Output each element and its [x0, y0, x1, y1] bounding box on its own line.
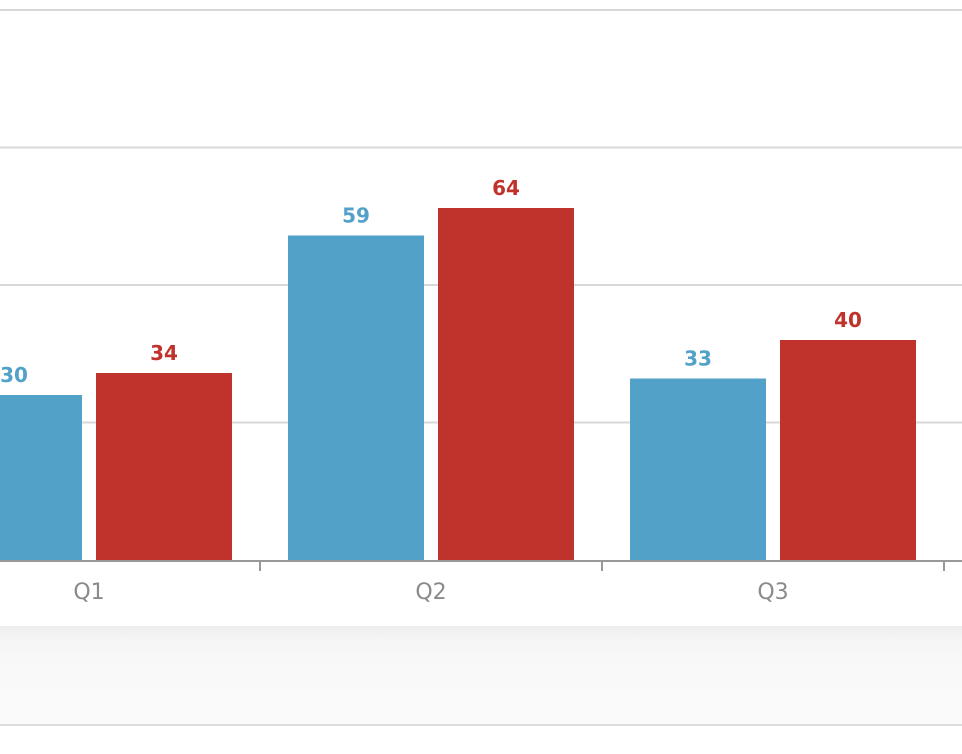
data-label-q3-series-2: 40: [834, 308, 862, 332]
bars: [0, 208, 916, 560]
bar-q1-series-1: [0, 395, 82, 560]
data-label-q3-series-1: 33: [684, 347, 712, 371]
chart-footer-panel: [0, 626, 962, 724]
x-axis: Q1 Q2 Q3: [0, 560, 962, 605]
data-label-q2-series-2: 64: [492, 176, 520, 200]
data-labels: 30 34 59 64 33 40: [0, 176, 862, 387]
bar-q3-series-2: [780, 340, 916, 560]
footer-divider: [0, 724, 962, 726]
bar-q1-series-2: [96, 373, 232, 560]
x-tick-label-q2: Q2: [415, 580, 446, 605]
bar-chart: Q1 Q2 Q3 30 34 59 64 33 40: [0, 9, 962, 605]
data-label-q2-series-1: 59: [342, 204, 370, 228]
data-label-q1-series-1: 30: [0, 363, 28, 387]
x-tick-label-q1: Q1: [73, 580, 104, 605]
x-tick-label-q3: Q3: [757, 580, 788, 605]
data-label-q1-series-2: 34: [150, 341, 178, 365]
bar-q2-series-1: [288, 235, 424, 560]
bar-q2-series-2: [438, 208, 574, 560]
bar-q3-series-1: [630, 378, 766, 560]
